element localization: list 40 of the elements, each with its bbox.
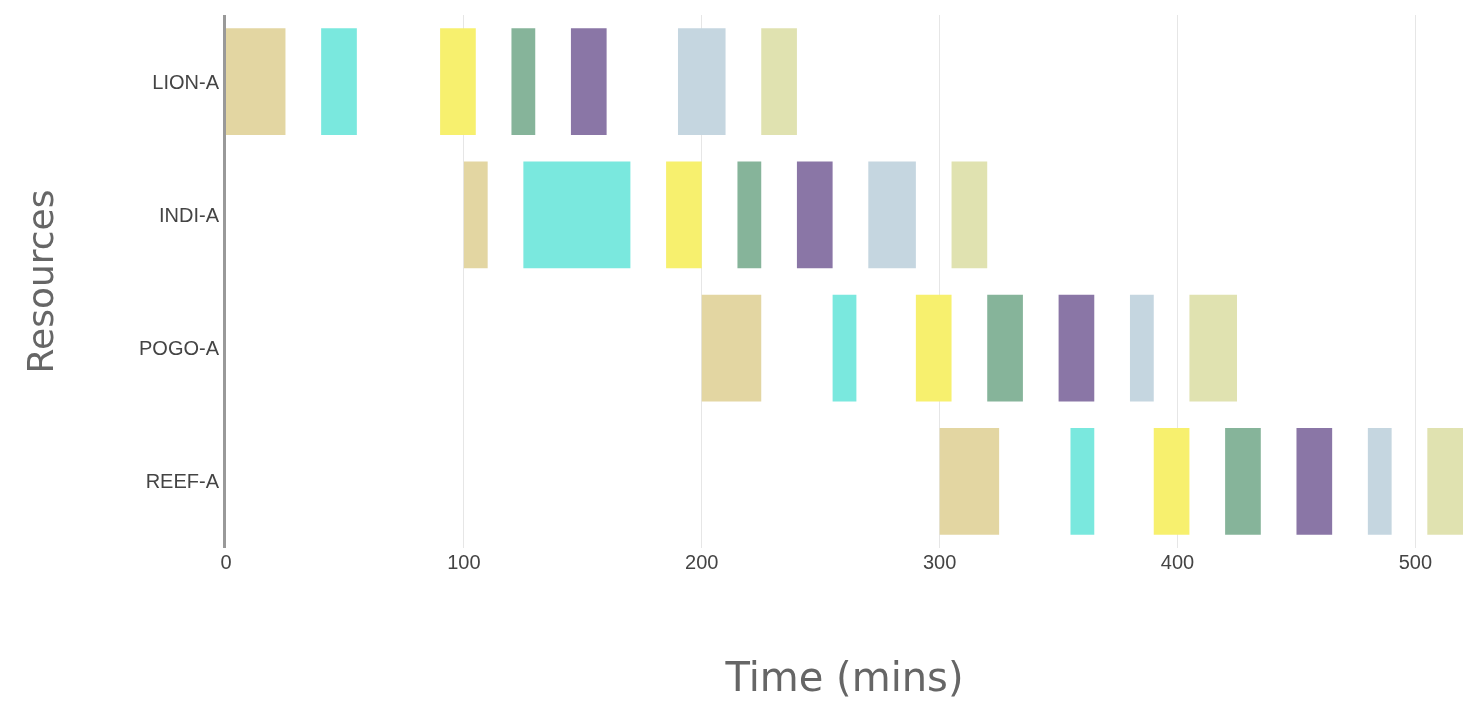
- x-tick-label: 0: [220, 551, 232, 573]
- bar: [1129, 294, 1154, 402]
- bar: [915, 294, 952, 402]
- x-tick-label: 500: [1398, 551, 1433, 573]
- bar: [463, 161, 488, 269]
- y-axis-title: Resources: [19, 189, 61, 374]
- x-tick-label: 300: [922, 551, 957, 573]
- bar: [1189, 294, 1238, 402]
- bar: [666, 161, 702, 269]
- y-tick-label: POGO-A: [138, 337, 220, 360]
- bar: [511, 28, 536, 135]
- bar: [1058, 294, 1095, 402]
- bar: [1367, 428, 1392, 535]
- bar: [701, 294, 762, 402]
- y-tick-label: LION-A: [152, 70, 220, 93]
- bar: [868, 161, 916, 269]
- bar: [796, 161, 833, 269]
- bar: [761, 28, 797, 135]
- bar: [677, 28, 726, 135]
- bar: [1153, 428, 1190, 535]
- bar: [1427, 428, 1463, 535]
- bar: [440, 28, 476, 135]
- x-axis-title: Time (mins): [724, 653, 964, 700]
- bar: [832, 294, 857, 402]
- bar: [226, 28, 286, 135]
- bar: [737, 161, 762, 269]
- bar: [1225, 428, 1261, 535]
- bar: [1070, 428, 1095, 535]
- bar: [939, 428, 1000, 535]
- bar: [987, 294, 1023, 402]
- x-tick-label: 200: [685, 551, 719, 573]
- bar: [523, 161, 631, 269]
- y-tick-label: INDI-A: [159, 203, 220, 226]
- x-tick-label: 400: [1160, 551, 1195, 573]
- bar: [951, 161, 988, 269]
- x-tick-label: 100: [447, 551, 481, 573]
- bar: [570, 28, 607, 135]
- bar: [321, 28, 357, 135]
- y-tick-label: REEF-A: [145, 470, 220, 493]
- bar: [1296, 428, 1333, 535]
